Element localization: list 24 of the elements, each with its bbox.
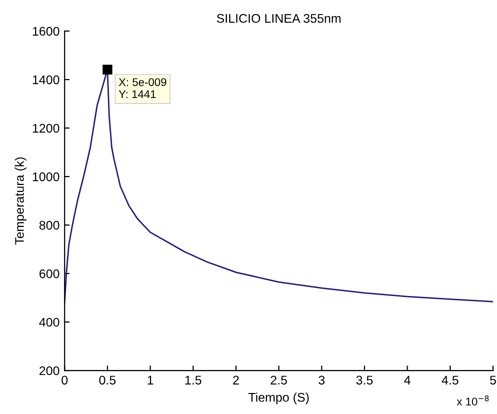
y-tick-label: 600 xyxy=(40,269,60,278)
y-axis-title: Temperatura (k) xyxy=(14,157,26,245)
y-tick-label: 800 xyxy=(39,220,60,230)
y-tick-label: 1200 xyxy=(32,124,60,133)
x-tick-label: 3.5 xyxy=(356,376,373,385)
x-tick-label: 0 xyxy=(62,376,68,385)
x-tick-label: 2 xyxy=(233,376,239,384)
x-tick-label: 0.5 xyxy=(99,376,116,385)
y-tick-label: 1400 xyxy=(32,75,60,84)
x-axis-title: Tiempo (S) xyxy=(248,392,309,404)
x-tick-label: 2.5 xyxy=(270,376,287,385)
y-tick-label: 1000 xyxy=(32,172,60,182)
y-tick-label: 400 xyxy=(39,318,60,327)
annotation: X: 5e-009 Y: 1441 xyxy=(118,78,166,98)
x-tick-label: 5 xyxy=(490,376,496,385)
x-tick-label: 4.5 xyxy=(442,376,458,385)
x-tick-label: 3 xyxy=(318,376,325,385)
x-tick-label: 4 xyxy=(404,376,410,384)
chart-title: SILICIO LINEA 355nm xyxy=(216,14,341,23)
y-tick-label: 1600 xyxy=(32,26,60,36)
text: x 10$^{−8}$ xyxy=(456,395,489,406)
y-tick-label: 200 xyxy=(40,366,60,376)
x-tick-label: 1 xyxy=(148,376,154,384)
x-tick-label: 1.5 xyxy=(185,376,202,385)
